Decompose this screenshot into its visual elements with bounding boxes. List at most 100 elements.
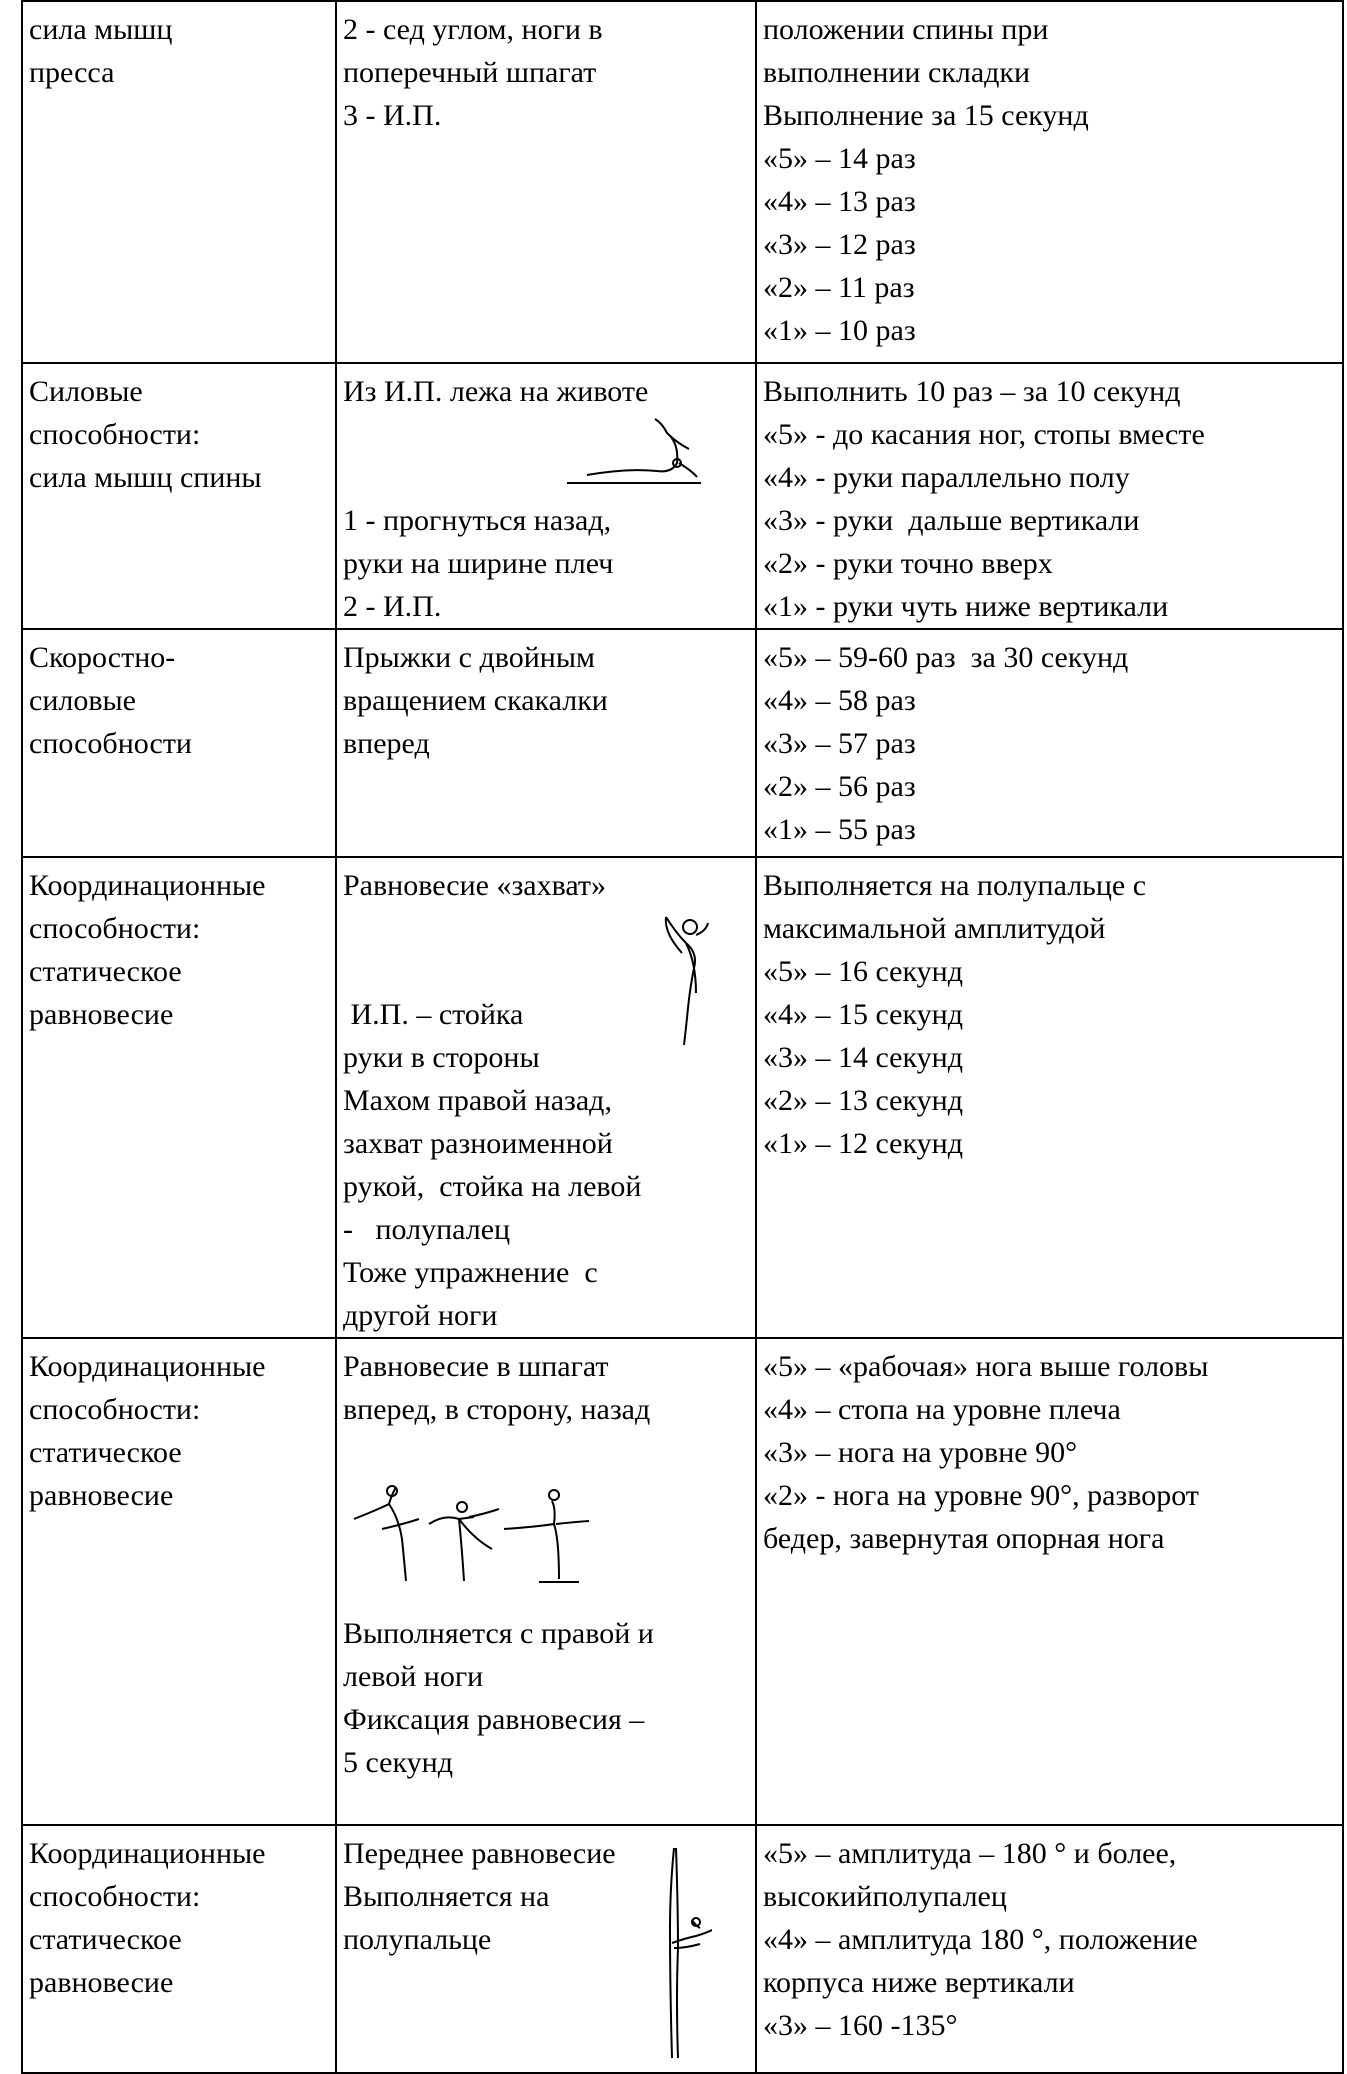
table-row: Скоростно-силовые способности Прыжки с дво… [21,628,1344,858]
cell-line: руки на ширине плеч [343,547,614,580]
table-row: Координационные способности: статическое ра… [21,1824,1344,2074]
cell-line: «4» – стопа на уровне плеча [763,1393,1121,1426]
cell-line: 2 - сед углом, ноги в [343,13,603,46]
cell-line: максимальной амплитудой [763,912,1106,945]
cell-line: пресса [29,56,115,89]
cell-line: 5 секунд [343,1746,453,1779]
cell-line: поперечный шпагат [343,56,597,89]
cell-line: «1» – 12 секунд [763,1127,963,1160]
cell-line: «1» – 10 раз [763,314,916,347]
cell-line: Координационные [29,869,266,902]
cell-line: Фиксация равновесия – [343,1703,645,1736]
cell-line: Выполняется на полупальце с [763,869,1147,902]
cell-line: «4» – амплитуда 180 °, положение [763,1923,1198,1956]
cell-line: Равновесие «захват» [343,869,607,902]
cell-line: «3» – 12 раз [763,228,916,261]
cell-line: Прыжки с двойным [343,641,595,674]
cell-line: - полупалец [343,1213,511,1246]
cell-line: способности: [29,418,201,451]
cell-line: корпуса ниже вертикали [763,1966,1075,1999]
exercise-figure [353,1485,589,1583]
cell-line: 2 - И.П. [343,590,442,623]
cell-line: «3» - руки дальше вертикали [763,504,1140,537]
cell-line: Тоже упражнение с [343,1256,598,1289]
table-cell: Выполняется на полупальце с максимальной … [755,856,1344,1339]
table-cell: Координационные способности: статическое ра… [21,856,337,1339]
cell-line: вперед, в сторону, назад [343,1393,651,1426]
cell-line: сила мышц спины [29,461,262,494]
cell-line: «2» – 13 секунд [763,1084,963,1117]
cell-line: бедер, завернутая опорная нога [763,1522,1165,1555]
table-cell: 2 - сед углом, ноги в поперечный шпагат 3 … [335,0,757,364]
cell-line: «4» – 15 секунд [763,998,963,1031]
cell-line: «4» - руки параллельно полу [763,461,1130,494]
cell-line: «4» – 58 раз [763,684,916,717]
cell-line: Скоростно- [29,641,176,674]
cell-line: Выполнить 10 раз – за 10 секунд [763,375,1181,408]
table-cell: «5» – 59-60 раз за 30 секунд «4» – 58 раз… [755,628,1344,858]
page: сила мышц пресса 2 - сед углом, ноги в попе… [21,0,1344,2074]
cell-line: рукой, стойка на левой [343,1170,642,1203]
cell-line: «4» – 13 раз [763,185,916,218]
cell-line: вращением скакалки [343,684,608,717]
cell-line: Махом правой назад, [343,1084,612,1117]
table-cell: Координационные способности: статическое ра… [21,1824,337,2074]
cell-line: Выполняется на [343,1880,550,1913]
cell-line: способности: [29,1880,201,1913]
cell-line: «1» – 55 раз [763,813,916,846]
cell-line: «3» – 14 секунд [763,1041,963,1074]
norms-table: сила мышц пресса 2 - сед углом, ноги в попе… [21,0,1344,2074]
cell-line: Выполнение за 15 секунд [763,99,1089,132]
cell-line: Координационные [29,1837,266,1870]
cell-line: 3 - И.П. [343,99,442,132]
cell-line: 1 - прогнуться назад, [343,504,612,537]
cell-line: «2» – 11 раз [763,271,915,304]
cell-line: «2» – 56 раз [763,770,916,803]
cell-line: «5» - до касания ног, стопы вместе [763,418,1205,451]
exercise-figure [567,418,701,484]
cell-line: равновесие [29,998,174,1031]
cell-line: Координационные [29,1350,266,1383]
table-cell: Равновесие «захват» И.П. – стойка руки в … [335,856,757,1339]
cell-line: силовые [29,684,136,717]
cell-line: положении спины при [763,13,1049,46]
table-cell: сила мышц пресса [21,0,337,364]
cell-line: левой ноги [343,1660,484,1693]
cell-line: равновесие [29,1966,174,1999]
cell-line: «5» – 14 раз [763,142,916,175]
cell-line: выполнении складки [763,56,1031,89]
cell-line: статическое [29,1923,182,1956]
cell-line: «3» – 160 -135° [763,2009,958,2042]
cell-line: «2» - руки точно вверх [763,547,1053,580]
table-cell: Скоростно-силовые способности [21,628,337,858]
cell-line: сила мышц [29,13,173,46]
cell-line: вперед [343,727,430,760]
table-cell: Прыжки с двойным вращением скакалки вперед [335,628,757,858]
cell-line: Переднее равновесие [343,1837,616,1870]
table-cell: Выполнить 10 раз – за 10 секунд «5» - до … [755,362,1344,630]
table-row: Силовые способности: сила мышц спины Из И.П… [21,362,1344,630]
cell-line: захват разноименной [343,1127,613,1160]
cell-line: «3» – 57 раз [763,727,916,760]
cell-line: Силовые [29,375,143,408]
cell-line: Равновесие в шпагат [343,1350,609,1383]
cell-line: высокийполупалец [763,1880,1007,1913]
table-row: Координационные способности: статическое ра… [21,856,1344,1339]
cell-line: способности: [29,912,201,945]
table-cell: Силовые способности: сила мышц спины [21,362,337,630]
cell-line: руки в стороны [343,1041,540,1074]
table-cell: Переднее равновесие Выполняется на полупал… [335,1824,757,2074]
table-cell: Координационные способности: статическое ра… [21,1337,337,1826]
cell-line: «5» – амплитуда – 180 ° и более, [763,1837,1177,1870]
cell-line: другой ноги [343,1299,498,1332]
cell-line: статическое [29,955,182,988]
table-cell: Равновесие в шпагат вперед, в сторону, на… [335,1337,757,1826]
cell-line: способности: [29,1393,201,1426]
cell-line: «2» - нога на уровне 90°, разворот [763,1479,1199,1512]
cell-line: способности [29,727,192,760]
table-row: Координационные способности: статическое ра… [21,1337,1344,1826]
cell-line: «5» – «рабочая» нога выше головы [763,1350,1209,1383]
table-cell: «5» – «рабочая» нога выше головы «4» – ст… [755,1337,1344,1826]
cell-line: «1» - руки чуть ниже вертикали [763,590,1169,623]
cell-line: «3» – нога на уровне 90° [763,1436,1078,1469]
